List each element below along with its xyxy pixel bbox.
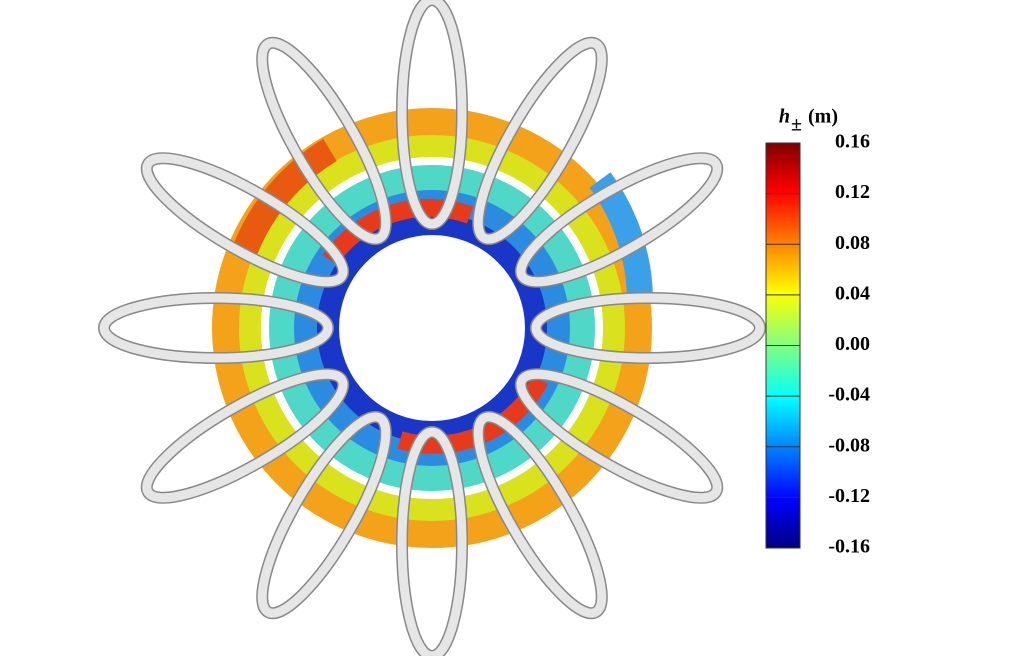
torus-band [232, 138, 337, 256]
coil-body [531, 293, 765, 363]
colorbar-tick-label: -0.16 [828, 536, 870, 558]
coil [98, 292, 334, 364]
colorbar-tick-label: 0.16 [835, 131, 870, 153]
coil [396, 426, 468, 656]
colorbar-subscript: ± [791, 114, 802, 136]
colorbar-tick-label: -0.12 [828, 485, 870, 507]
coil [140, 152, 350, 288]
colorbar-unit: (m) [808, 106, 838, 128]
coil [256, 410, 392, 620]
coil-body [257, 412, 391, 618]
torus-band [269, 165, 595, 491]
coil-body [516, 369, 722, 503]
coil [472, 410, 608, 620]
coil [514, 152, 724, 288]
torus [212, 108, 653, 548]
coil-body [142, 369, 348, 503]
torus-band [212, 108, 652, 548]
coil-body [516, 153, 722, 287]
coil [396, 0, 468, 230]
coil-body [473, 412, 607, 618]
torus-band [262, 158, 602, 498]
torus-band [239, 135, 625, 521]
coil [530, 292, 766, 364]
coil [514, 368, 724, 504]
colorbar-tick-label: 0.04 [835, 282, 870, 304]
colorbar-tick-label: -0.08 [828, 434, 870, 456]
coil [472, 36, 608, 246]
coil [256, 36, 392, 246]
coil-body [397, 427, 467, 656]
coil-body [257, 38, 391, 244]
coils [98, 0, 766, 656]
coil [140, 368, 350, 504]
colorbar-tick-label: 0.08 [835, 232, 870, 254]
colorbar-tick-label: -0.04 [828, 384, 870, 406]
coil-body [397, 0, 467, 229]
colorbar-tick-label: 0.00 [835, 333, 870, 355]
colorbar-symbol: h [779, 106, 790, 128]
torus-band [317, 213, 547, 443]
coil-body [142, 153, 348, 287]
colorbar-tick-label: 0.12 [835, 181, 870, 203]
coil-body [99, 293, 333, 363]
coil-body [473, 38, 607, 244]
